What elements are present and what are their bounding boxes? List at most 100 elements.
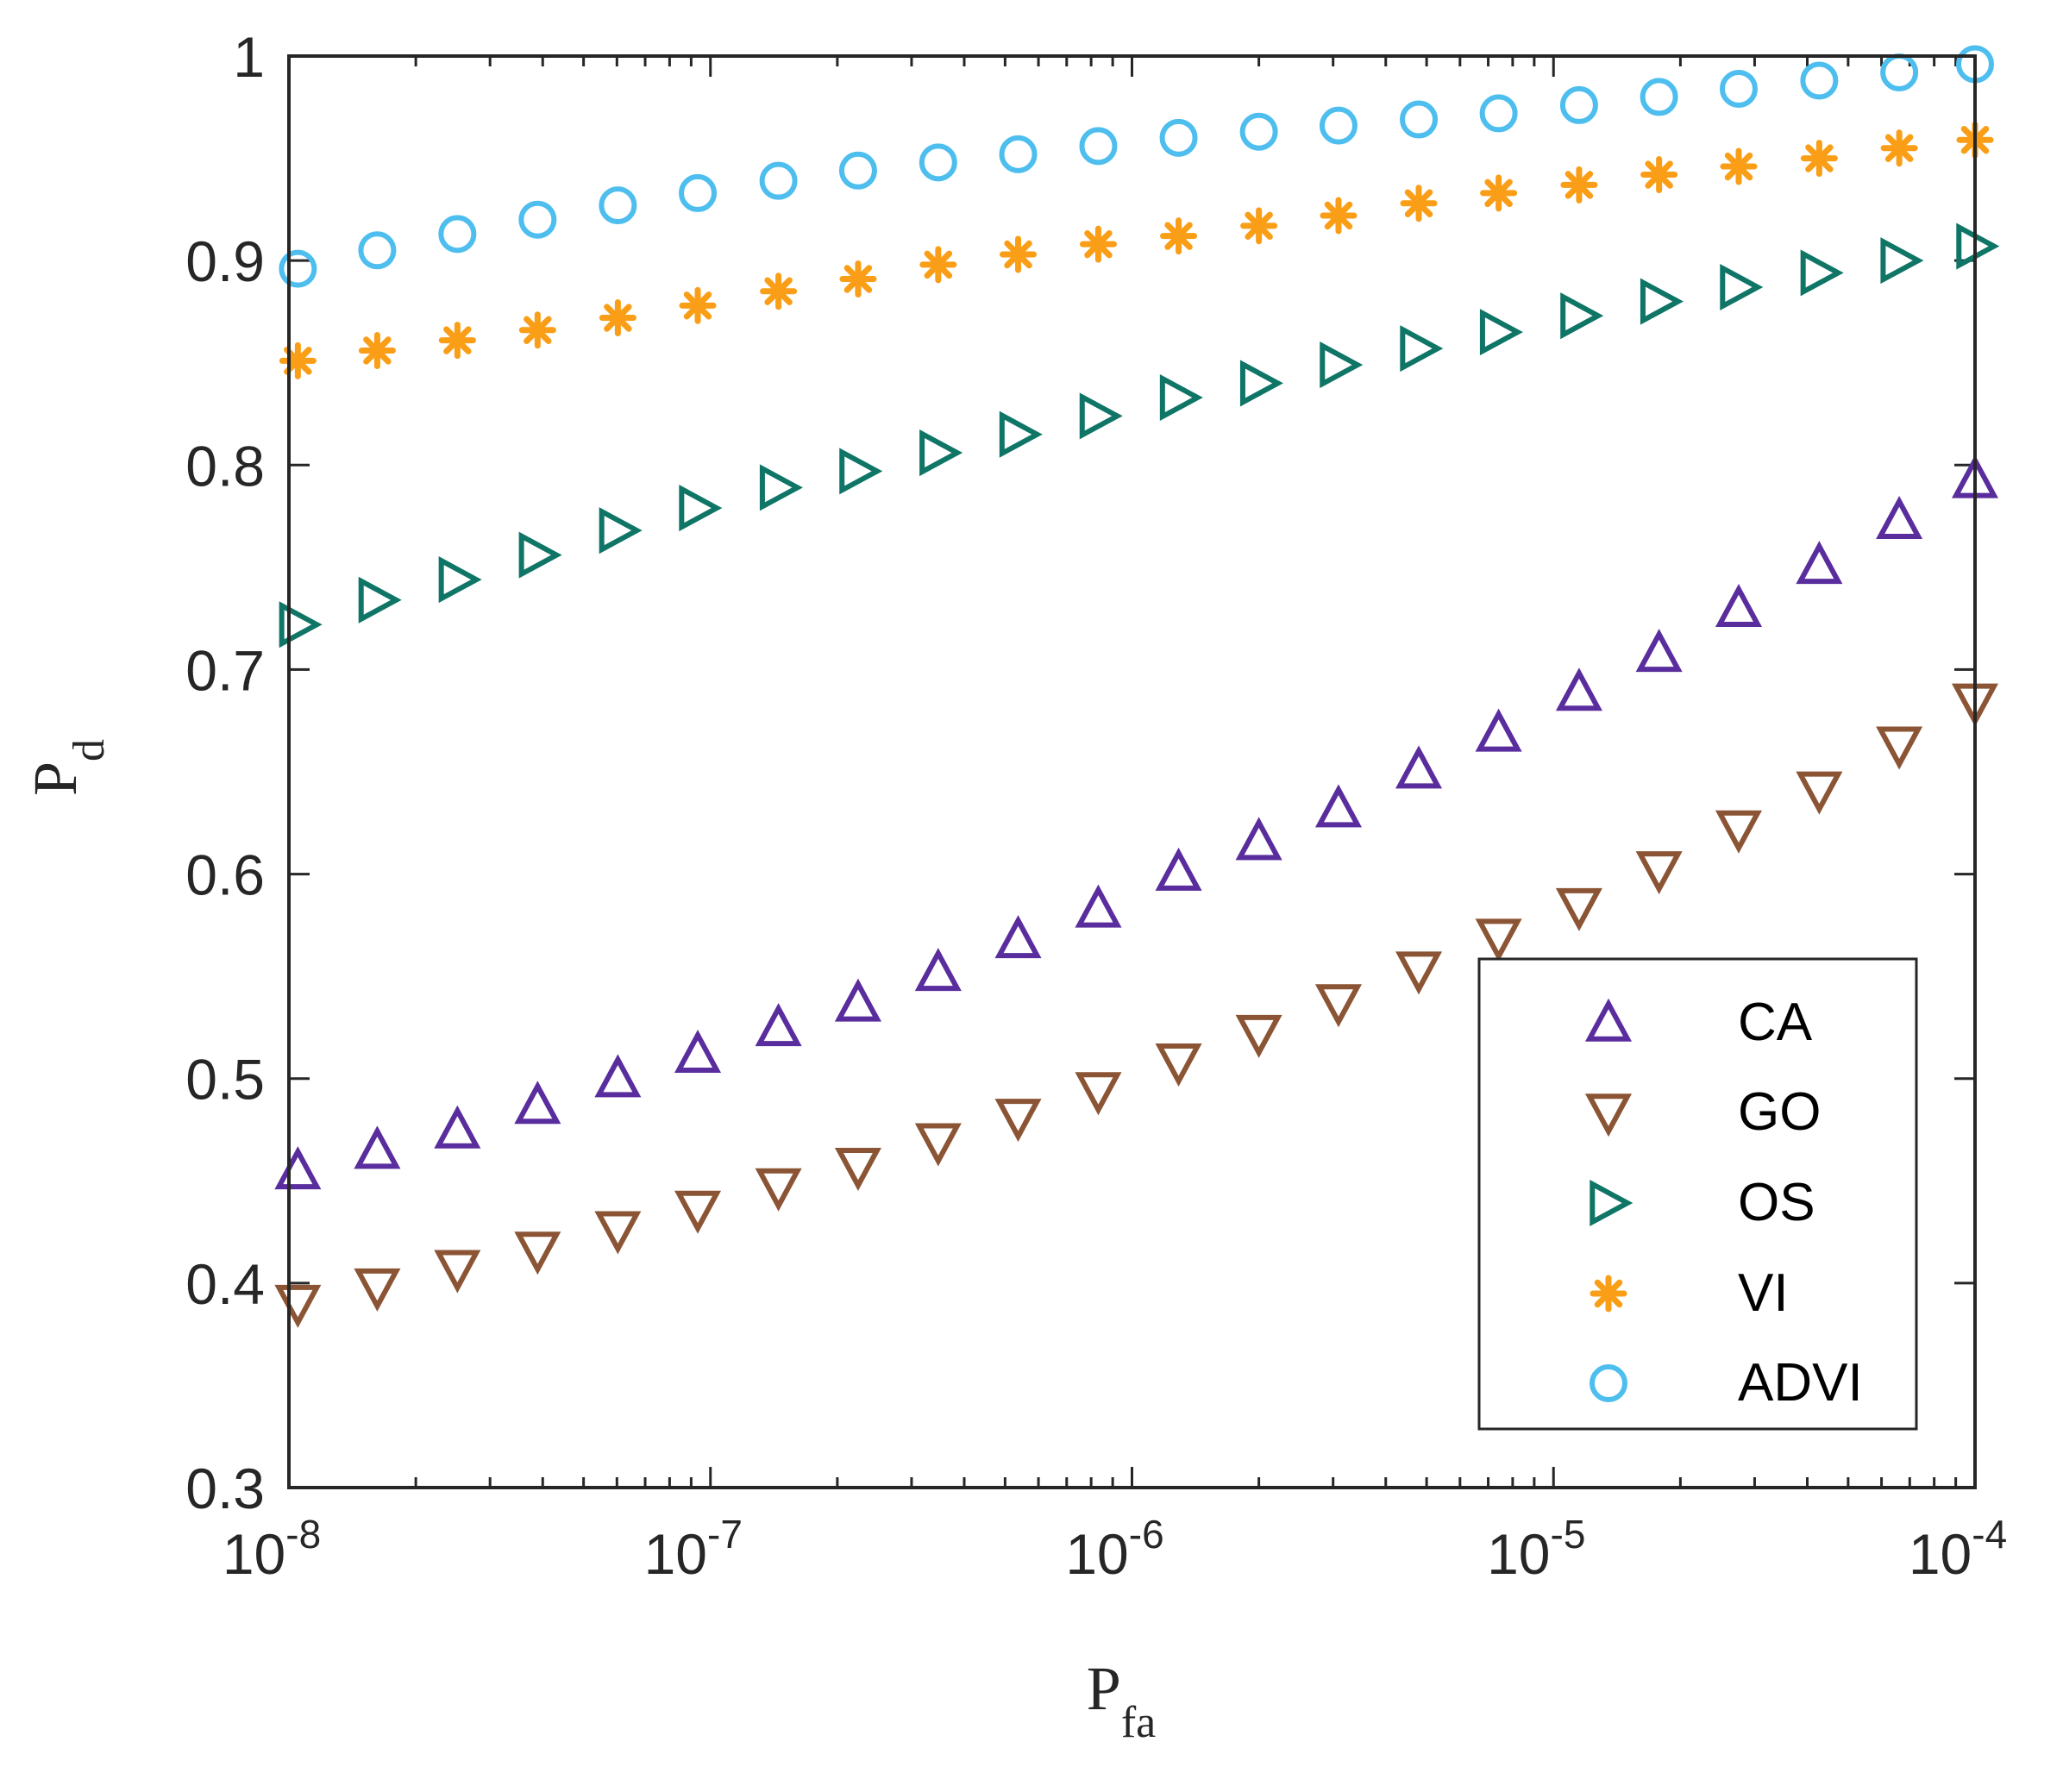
data-point-advi (599, 186, 637, 225)
data-point-go (1075, 1072, 1122, 1116)
data-point-os (1320, 341, 1364, 389)
data-point-os (279, 601, 323, 649)
data-point-go (1475, 918, 1522, 962)
data-point-os (679, 485, 723, 532)
data-point-vi (1160, 217, 1198, 255)
plot-area-frame (287, 54, 1977, 1489)
y-tick-label: 0.8 (185, 434, 265, 498)
legend: CA GO OS VI ADVI (1477, 957, 1918, 1431)
series-advi (279, 45, 1994, 288)
data-point-go (354, 1268, 401, 1312)
data-point-go (1395, 951, 1443, 995)
data-point-ca (1635, 629, 1683, 673)
legend-marker-vi (1590, 1275, 1627, 1313)
data-point-vi (599, 299, 636, 337)
data-point-advi (1800, 61, 1839, 100)
data-point-go (1796, 771, 1843, 815)
data-point-os (1079, 392, 1123, 440)
data-point-ca (755, 1003, 802, 1047)
legend-label-os: OS (1738, 1173, 1815, 1232)
y-tick-label: 1 (233, 25, 265, 89)
data-point-advi (518, 200, 557, 239)
data-point-os (1560, 292, 1604, 340)
data-point-advi (1319, 106, 1358, 145)
data-point-go (1235, 1014, 1282, 1058)
data-point-os (438, 556, 482, 604)
series-vi (279, 121, 1994, 379)
data-point-ca (354, 1125, 401, 1169)
legend-marker-advi (1590, 1364, 1627, 1402)
data-point-advi (1079, 127, 1118, 166)
data-point-advi (438, 215, 477, 254)
data-point-os (518, 531, 562, 579)
data-point-ca (434, 1105, 481, 1149)
data-point-os (1479, 309, 1523, 356)
y-tick-label: 0.5 (185, 1048, 265, 1112)
data-point-go (1715, 810, 1763, 854)
data-point-go (1555, 887, 1602, 931)
data-point-vi (358, 331, 396, 369)
x-tick-label: 10-6 (1065, 1512, 1163, 1586)
x-tick-label: 10-8 (223, 1512, 321, 1586)
data-point-ca (994, 915, 1042, 959)
y-tick-label: 0.4 (185, 1252, 265, 1316)
y-axis-title: Pd (21, 739, 114, 796)
series-go (274, 683, 1999, 1328)
legend-label-advi: ADVI (1738, 1353, 1863, 1413)
legend-box (1477, 957, 1918, 1431)
x-axis-title: Pfa (1087, 1654, 1156, 1747)
data-point-vi (1800, 140, 1838, 178)
data-point-go (514, 1231, 561, 1275)
data-point-ca (1314, 784, 1362, 828)
legend-marker-ca (1584, 998, 1633, 1042)
data-point-os (839, 448, 883, 495)
data-point-advi (1559, 85, 1598, 124)
legend-label-vi: VI (1738, 1263, 1789, 1323)
data-point-advi (838, 151, 877, 190)
data-point-os (1159, 373, 1203, 422)
data-point-go (755, 1168, 802, 1212)
data-point-vi (839, 260, 877, 298)
data-point-ca (594, 1054, 642, 1098)
x-tick-label: 10-5 (1487, 1512, 1585, 1586)
data-point-os (919, 429, 963, 477)
data-point-ca (834, 978, 881, 1022)
tick-labels: 0.3 0.4 0.5 0.6 0.7 0.8 0.9 1 10-8 10-7 10-6 10-5 10… (185, 25, 2007, 1586)
data-point-os (1800, 249, 1844, 297)
data-point-ca (914, 948, 962, 992)
data-point-advi (1719, 69, 1758, 108)
data-marks (274, 45, 2000, 1328)
data-point-vi (1320, 197, 1358, 235)
data-point-vi (919, 246, 957, 284)
data-point-advi (999, 135, 1038, 173)
data-point-advi (1159, 118, 1198, 157)
data-point-vi (518, 311, 556, 349)
data-point-advi (358, 231, 397, 270)
legend-marker-os (1590, 1179, 1633, 1227)
data-point-go (434, 1250, 481, 1294)
data-point-os (1640, 278, 1684, 325)
data-point-advi (759, 161, 798, 200)
data-point-vi (1480, 174, 1518, 212)
data-point-ca (514, 1081, 561, 1125)
series-os (279, 222, 2000, 649)
data-point-go (1876, 726, 1923, 770)
data-point-vi (1880, 129, 1918, 167)
data-point-ca (1876, 496, 1923, 540)
data-point-vi (1400, 185, 1438, 222)
data-point-os (1880, 237, 1924, 285)
data-point-advi (919, 143, 957, 182)
data-point-vi (438, 322, 476, 360)
data-point-go (994, 1099, 1042, 1143)
data-point-vi (760, 273, 798, 310)
data-point-vi (1000, 235, 1038, 273)
data-point-ca (1555, 667, 1602, 711)
data-point-vi (1720, 147, 1758, 185)
data-point-advi (279, 249, 317, 288)
legend-marker-go (1584, 1093, 1633, 1137)
data-point-ca (1155, 847, 1202, 891)
x-tick-label: 10-7 (644, 1512, 743, 1586)
series-ca (274, 454, 1999, 1190)
